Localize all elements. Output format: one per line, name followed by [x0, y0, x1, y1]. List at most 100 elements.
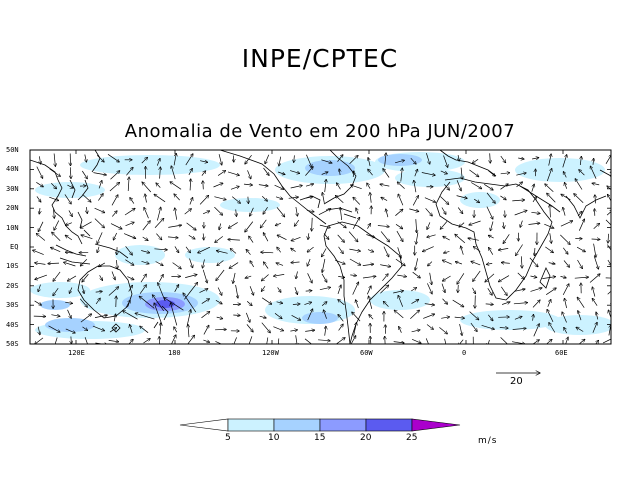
wind-vector-arrow	[80, 221, 92, 228]
wind-vector-arrow	[410, 310, 419, 320]
wind-vector-arrow	[35, 337, 44, 344]
wind-vector-arrow	[397, 182, 405, 189]
wind-vector-arrow	[531, 212, 540, 213]
wind-vector-arrow	[531, 184, 535, 192]
lon-label-180: 180	[168, 349, 181, 357]
wind-vector-arrow	[275, 196, 283, 199]
wind-vector-arrow	[352, 217, 360, 230]
wind-vector-arrow	[306, 154, 311, 168]
wind-vector-arrow	[81, 284, 84, 294]
wind-vector-arrow	[410, 157, 416, 164]
wind-vector-arrow	[35, 274, 48, 279]
wind-vector-arrow	[171, 335, 176, 344]
wind-vector-arrow	[368, 296, 373, 309]
colorbar-20-25	[365, 418, 413, 432]
wind-vector-arrow	[304, 302, 311, 305]
wind-vector-arrow	[425, 208, 433, 216]
wind-vector-arrow	[353, 322, 357, 336]
wind-vector-arrow	[593, 243, 596, 258]
wind-vector-arrow	[249, 236, 254, 243]
wind-vector-arrow	[261, 322, 271, 333]
wind-vector-arrow	[188, 324, 189, 338]
wind-vector-arrow	[318, 209, 331, 216]
wind-vector-arrow	[352, 282, 359, 295]
wind-vector-arrow	[454, 317, 465, 318]
wind-vector-arrow	[593, 223, 600, 229]
wind-vector-arrow	[107, 154, 119, 162]
wind-vector-arrow	[501, 286, 507, 296]
wind-vector-arrow	[501, 263, 510, 264]
wind-vector-arrow	[36, 233, 46, 241]
wind-vector-arrow	[488, 235, 494, 239]
wind-vector-arrow	[186, 310, 191, 326]
wind-vector-arrow	[350, 275, 356, 276]
wind-vector-arrow	[517, 272, 525, 279]
wind-vector-arrow	[97, 232, 103, 244]
wind-vector-arrow	[578, 311, 582, 321]
wind-vector-arrow	[516, 182, 523, 188]
wind-vector-arrow	[383, 246, 389, 257]
wind-vector-arrow	[380, 265, 391, 267]
wind-vector-arrow	[216, 251, 228, 254]
wind-vector-arrow	[593, 255, 598, 269]
wind-vector-arrow	[323, 310, 327, 319]
wind-vector-arrow	[70, 167, 71, 178]
wind-vector-arrow	[356, 300, 359, 309]
wind-vector-arrow	[201, 312, 210, 319]
wind-vector-arrow	[532, 340, 539, 344]
wind-vector-arrow	[560, 234, 570, 245]
wind-vector-arrow	[263, 233, 269, 242]
wind-vector-arrow	[575, 179, 583, 190]
wind-vector-arrow	[337, 155, 344, 162]
wind-vector-arrow	[457, 273, 465, 284]
wind-vector-arrow	[542, 277, 555, 279]
wind-vector-arrow	[440, 170, 448, 174]
wind-vector-arrow	[65, 235, 73, 241]
wind-vector-arrow	[273, 274, 285, 276]
wind-vector-arrow	[246, 301, 252, 305]
wind-vector-arrow	[307, 258, 311, 266]
wind-vector-arrow	[532, 196, 537, 203]
wind-vector-arrow	[245, 276, 252, 278]
wind-vector-arrow	[230, 249, 237, 254]
wind-vector-arrow	[607, 194, 611, 201]
wind-vector-arrow	[412, 196, 418, 206]
wind-vector-arrow	[185, 275, 197, 278]
wind-vector-arrow	[528, 223, 540, 224]
wind-vector-arrow	[305, 184, 314, 187]
colorbar-tick-25: 25	[406, 433, 418, 443]
wind-vector-arrow	[217, 287, 222, 296]
wind-vector-arrow	[381, 197, 388, 201]
wind-vector-arrow	[348, 231, 358, 242]
wind-vector-arrow	[173, 153, 176, 166]
wind-vector-arrow	[500, 173, 510, 174]
wind-vector-arrow	[216, 317, 223, 319]
wind-vector-arrow	[53, 271, 61, 282]
wind-vector-arrow	[578, 339, 585, 344]
colorbar-tick-15: 15	[314, 433, 326, 443]
wind-vector-arrow	[444, 184, 449, 190]
wind-vector-arrow	[48, 263, 60, 264]
wind-vector-arrow	[416, 232, 419, 245]
wind-vector-arrow	[248, 336, 253, 344]
wind-vector-arrow	[356, 208, 358, 214]
wind-vector-arrow	[546, 168, 552, 182]
wind-vector-arrow	[125, 259, 133, 266]
wind-vector-arrow	[128, 177, 129, 192]
wind-vector-arrow	[199, 289, 209, 293]
wind-vector-arrow	[610, 170, 611, 177]
wind-vector-arrow	[393, 342, 404, 343]
wind-vector-arrow	[79, 298, 87, 307]
colorbar-tick-20: 20	[360, 433, 372, 443]
wind-vector-arrow	[395, 160, 404, 164]
wind-vector-arrow	[546, 288, 556, 295]
wind-vector-arrow	[54, 220, 60, 231]
wind-vector-arrow	[277, 171, 285, 175]
wind-vector-arrow	[141, 250, 150, 253]
wind-vector-arrow	[514, 289, 526, 292]
wind-vector-arrow	[489, 247, 494, 255]
lat-label-30s: 30S	[6, 301, 19, 309]
wind-vector-arrow	[338, 314, 344, 322]
wind-vector-arrow	[472, 159, 479, 163]
wind-vector-arrow	[498, 248, 509, 250]
